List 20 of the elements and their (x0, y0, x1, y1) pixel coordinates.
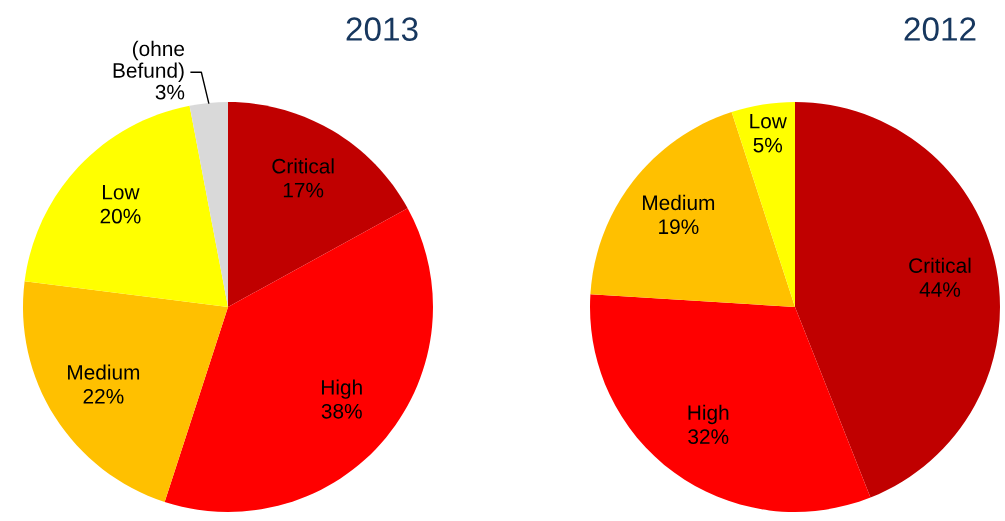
data-label: 32% (688, 429, 729, 444)
data-label: 17% (283, 182, 324, 198)
slice-label: Medium (643, 194, 715, 211)
slice-label: Low (750, 113, 787, 129)
slice-label: Low (103, 185, 140, 200)
data-label: 3% (155, 84, 185, 100)
chart-title: 2013 (346, 17, 418, 41)
data-label: 5% (753, 137, 783, 153)
slice-label: High (688, 404, 729, 425)
slice-label: Critical (909, 257, 971, 273)
data-label: 38% (321, 403, 362, 419)
data-label: 22% (83, 388, 124, 404)
slice-label: Medium (68, 364, 140, 380)
data-label: 20% (100, 208, 141, 224)
slice-label: (ohne Befund) (113, 40, 185, 82)
data-label: 19% (659, 219, 699, 235)
slice-label: High (322, 379, 362, 399)
data-label: 44% (919, 282, 961, 297)
slice-label: Critical (272, 158, 334, 174)
chart-title: 2012 (904, 17, 976, 41)
